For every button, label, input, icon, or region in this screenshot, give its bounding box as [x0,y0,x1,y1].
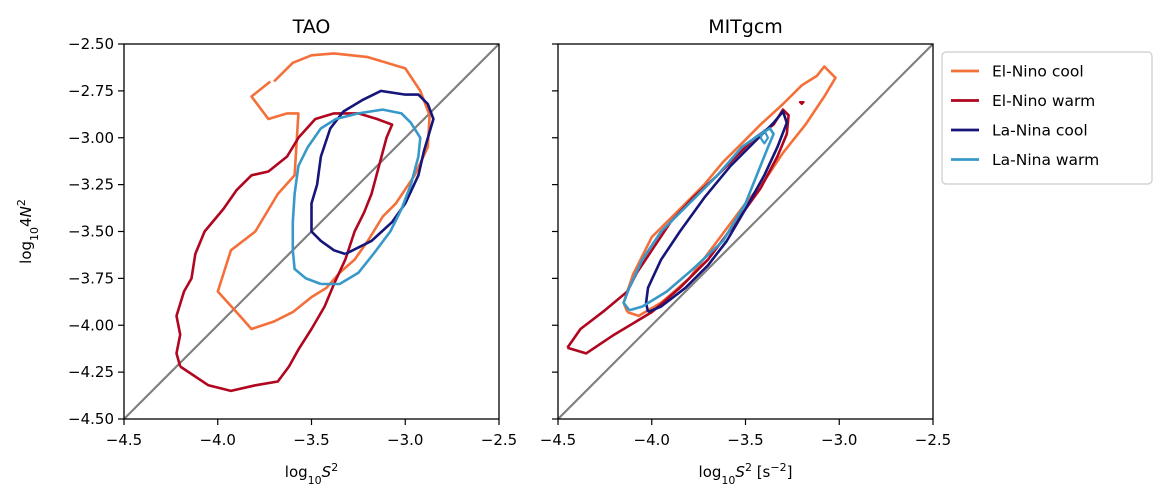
legend-label-la-nina-cool: La-Nina cool [992,122,1088,140]
contour-el-nino-cool [622,65,837,318]
mitgcm-panel: −4.5 −4.0 −3.5 −3.0 −2.5 MITgcm log10S2 [s−2] [540,16,951,487]
x-tick-label: −2.5 [481,431,517,449]
x-tick-label: −3.5 [293,431,329,449]
y-tick-label: −3.25 [68,176,114,194]
y-tick-label: −3.50 [68,223,114,241]
x-tick-label: −3.5 [727,431,763,449]
legend-frame [941,51,1153,185]
legend-label-la-nina-warm: La-Nina warm [992,151,1099,169]
x-tick-label: −4.0 [634,431,670,449]
y-tick-label: −4.25 [68,363,114,381]
x-tick-label: −2.5 [915,431,951,449]
contour-el-nino-warm-small-0 [798,100,805,106]
x-tick-label: −4.0 [200,431,236,449]
x-tick-label: −3.0 [821,431,857,449]
contour-la-nina-warm-small-0 [759,129,770,145]
x-axis-label: log10S2 [s−2] [699,461,793,487]
y-tick-label: −2.75 [68,82,114,100]
contour-la-nina-warm [622,127,775,312]
plot-area [558,44,933,419]
legend: El-Nino cool El-Nino warm La-Nina cool La-N… [941,51,1153,185]
legend-label-el-nino-warm: El-Nino warm [992,92,1095,110]
y-axis-label: log104N2 [15,199,41,264]
y-tick-label: −3.75 [68,269,114,287]
contour-la-nina-cool [310,89,435,256]
panel-title: TAO [292,16,331,38]
one-to-one-line [558,44,933,419]
y-tick-label: −3.00 [68,129,114,147]
contour-la-nina-cool [644,110,789,314]
contour-la-nina-warm [291,108,422,286]
contour-el-nino-warm [175,112,394,393]
y-tick-label: −4.50 [68,410,114,428]
x-axis-label: log10S2 [285,461,338,487]
legend-label-el-nino-cool: El-Nino cool [992,63,1084,81]
y-tick-label: −4.00 [68,316,114,334]
panel-title: MITgcm [708,16,783,38]
x-tick-label: −3.0 [387,431,423,449]
plot-area [124,44,499,419]
contour-el-nino-warm [566,108,790,355]
x-tick-label: −4.5 [540,431,576,449]
x-tick-label: −4.5 [106,431,142,449]
y-tick-label: −2.50 [68,35,114,53]
tao-panel: −4.5 −4.0 −3.5 −3.0 −2.5 −4.50 −4.25 −4.00 −3.75… [15,16,518,487]
contour-el-nino-cool [216,52,431,331]
